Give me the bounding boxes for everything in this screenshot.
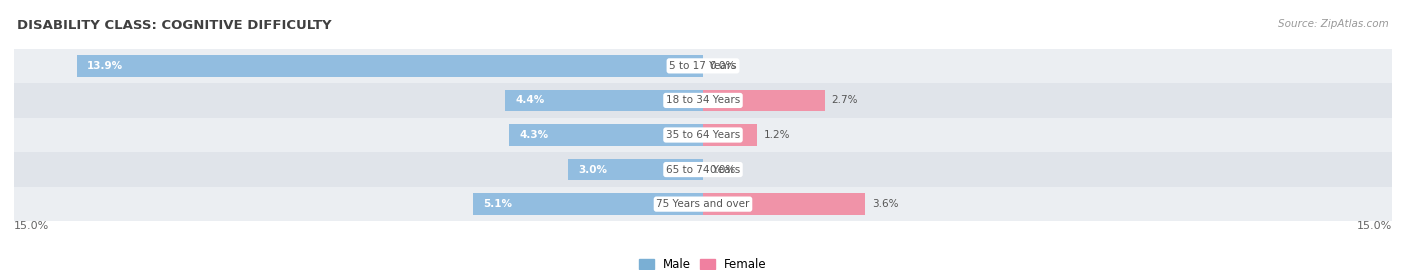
Text: 4.3%: 4.3%	[519, 130, 548, 140]
Bar	[14, 118, 1392, 152]
Text: 4.4%: 4.4%	[515, 95, 544, 106]
Text: Source: ZipAtlas.com: Source: ZipAtlas.com	[1278, 19, 1389, 29]
Text: 2.7%: 2.7%	[831, 95, 858, 106]
Text: 15.0%: 15.0%	[1357, 221, 1392, 231]
Text: 1.2%: 1.2%	[763, 130, 790, 140]
Bar	[14, 187, 1392, 221]
Text: 5 to 17 Years: 5 to 17 Years	[669, 61, 737, 71]
Text: 5.1%: 5.1%	[484, 199, 512, 209]
Text: 3.6%: 3.6%	[872, 199, 898, 209]
Bar	[14, 83, 1392, 118]
Text: 18 to 34 Years: 18 to 34 Years	[666, 95, 740, 106]
Text: DISABILITY CLASS: COGNITIVE DIFFICULTY: DISABILITY CLASS: COGNITIVE DIFFICULTY	[17, 19, 332, 32]
Bar	[77, 55, 703, 77]
Bar	[703, 90, 824, 111]
Text: 0.0%: 0.0%	[710, 164, 735, 175]
Text: 13.9%: 13.9%	[87, 61, 124, 71]
Text: 75 Years and over: 75 Years and over	[657, 199, 749, 209]
Text: 15.0%: 15.0%	[14, 221, 49, 231]
Text: 3.0%: 3.0%	[578, 164, 607, 175]
Bar	[474, 193, 703, 215]
Bar	[14, 152, 1392, 187]
Bar	[703, 193, 865, 215]
Text: 35 to 64 Years: 35 to 64 Years	[666, 130, 740, 140]
Bar	[14, 49, 1392, 83]
Bar	[505, 90, 703, 111]
Legend: Male, Female: Male, Female	[634, 254, 772, 270]
Text: 0.0%: 0.0%	[710, 61, 735, 71]
Bar	[568, 159, 703, 180]
Bar	[509, 124, 703, 146]
Text: 65 to 74 Years: 65 to 74 Years	[666, 164, 740, 175]
Bar	[703, 124, 756, 146]
